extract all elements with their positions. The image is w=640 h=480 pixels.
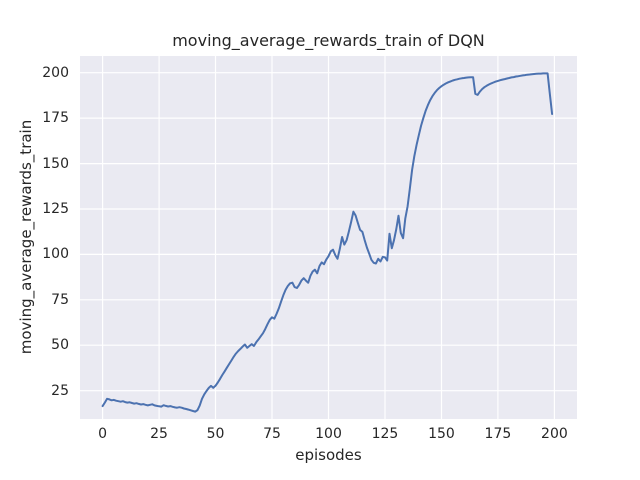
x-tick-label: 50 bbox=[206, 426, 225, 442]
x-tick-label: 75 bbox=[263, 426, 281, 442]
y-axis-label: moving_average_rewards_train bbox=[17, 119, 35, 355]
y-tick-label: 75 bbox=[51, 291, 69, 308]
x-tick-label: 0 bbox=[98, 426, 108, 442]
x-tick-label: 25 bbox=[150, 426, 168, 442]
y-tick-label: 150 bbox=[42, 155, 69, 172]
y-tick-label: 100 bbox=[42, 246, 69, 263]
x-tick-label: 125 bbox=[371, 426, 399, 442]
line-plot-svg bbox=[80, 56, 577, 419]
x-tick-label: 175 bbox=[484, 426, 512, 442]
x-tick-label: 150 bbox=[428, 426, 455, 442]
plot-area bbox=[80, 56, 577, 419]
x-tick-label: 200 bbox=[541, 426, 568, 442]
y-tick-label: 125 bbox=[42, 200, 69, 217]
y-tick-label: 50 bbox=[51, 337, 69, 354]
series-line bbox=[101, 72, 554, 413]
x-tick-label: 100 bbox=[315, 426, 342, 442]
y-tick-label: 175 bbox=[42, 110, 69, 127]
chart-title: moving_average_rewards_train of DQN bbox=[172, 31, 485, 50]
x-axis-label: episodes bbox=[295, 446, 362, 464]
y-tick-label: 200 bbox=[42, 64, 69, 81]
y-tick-label: 25 bbox=[51, 382, 69, 399]
